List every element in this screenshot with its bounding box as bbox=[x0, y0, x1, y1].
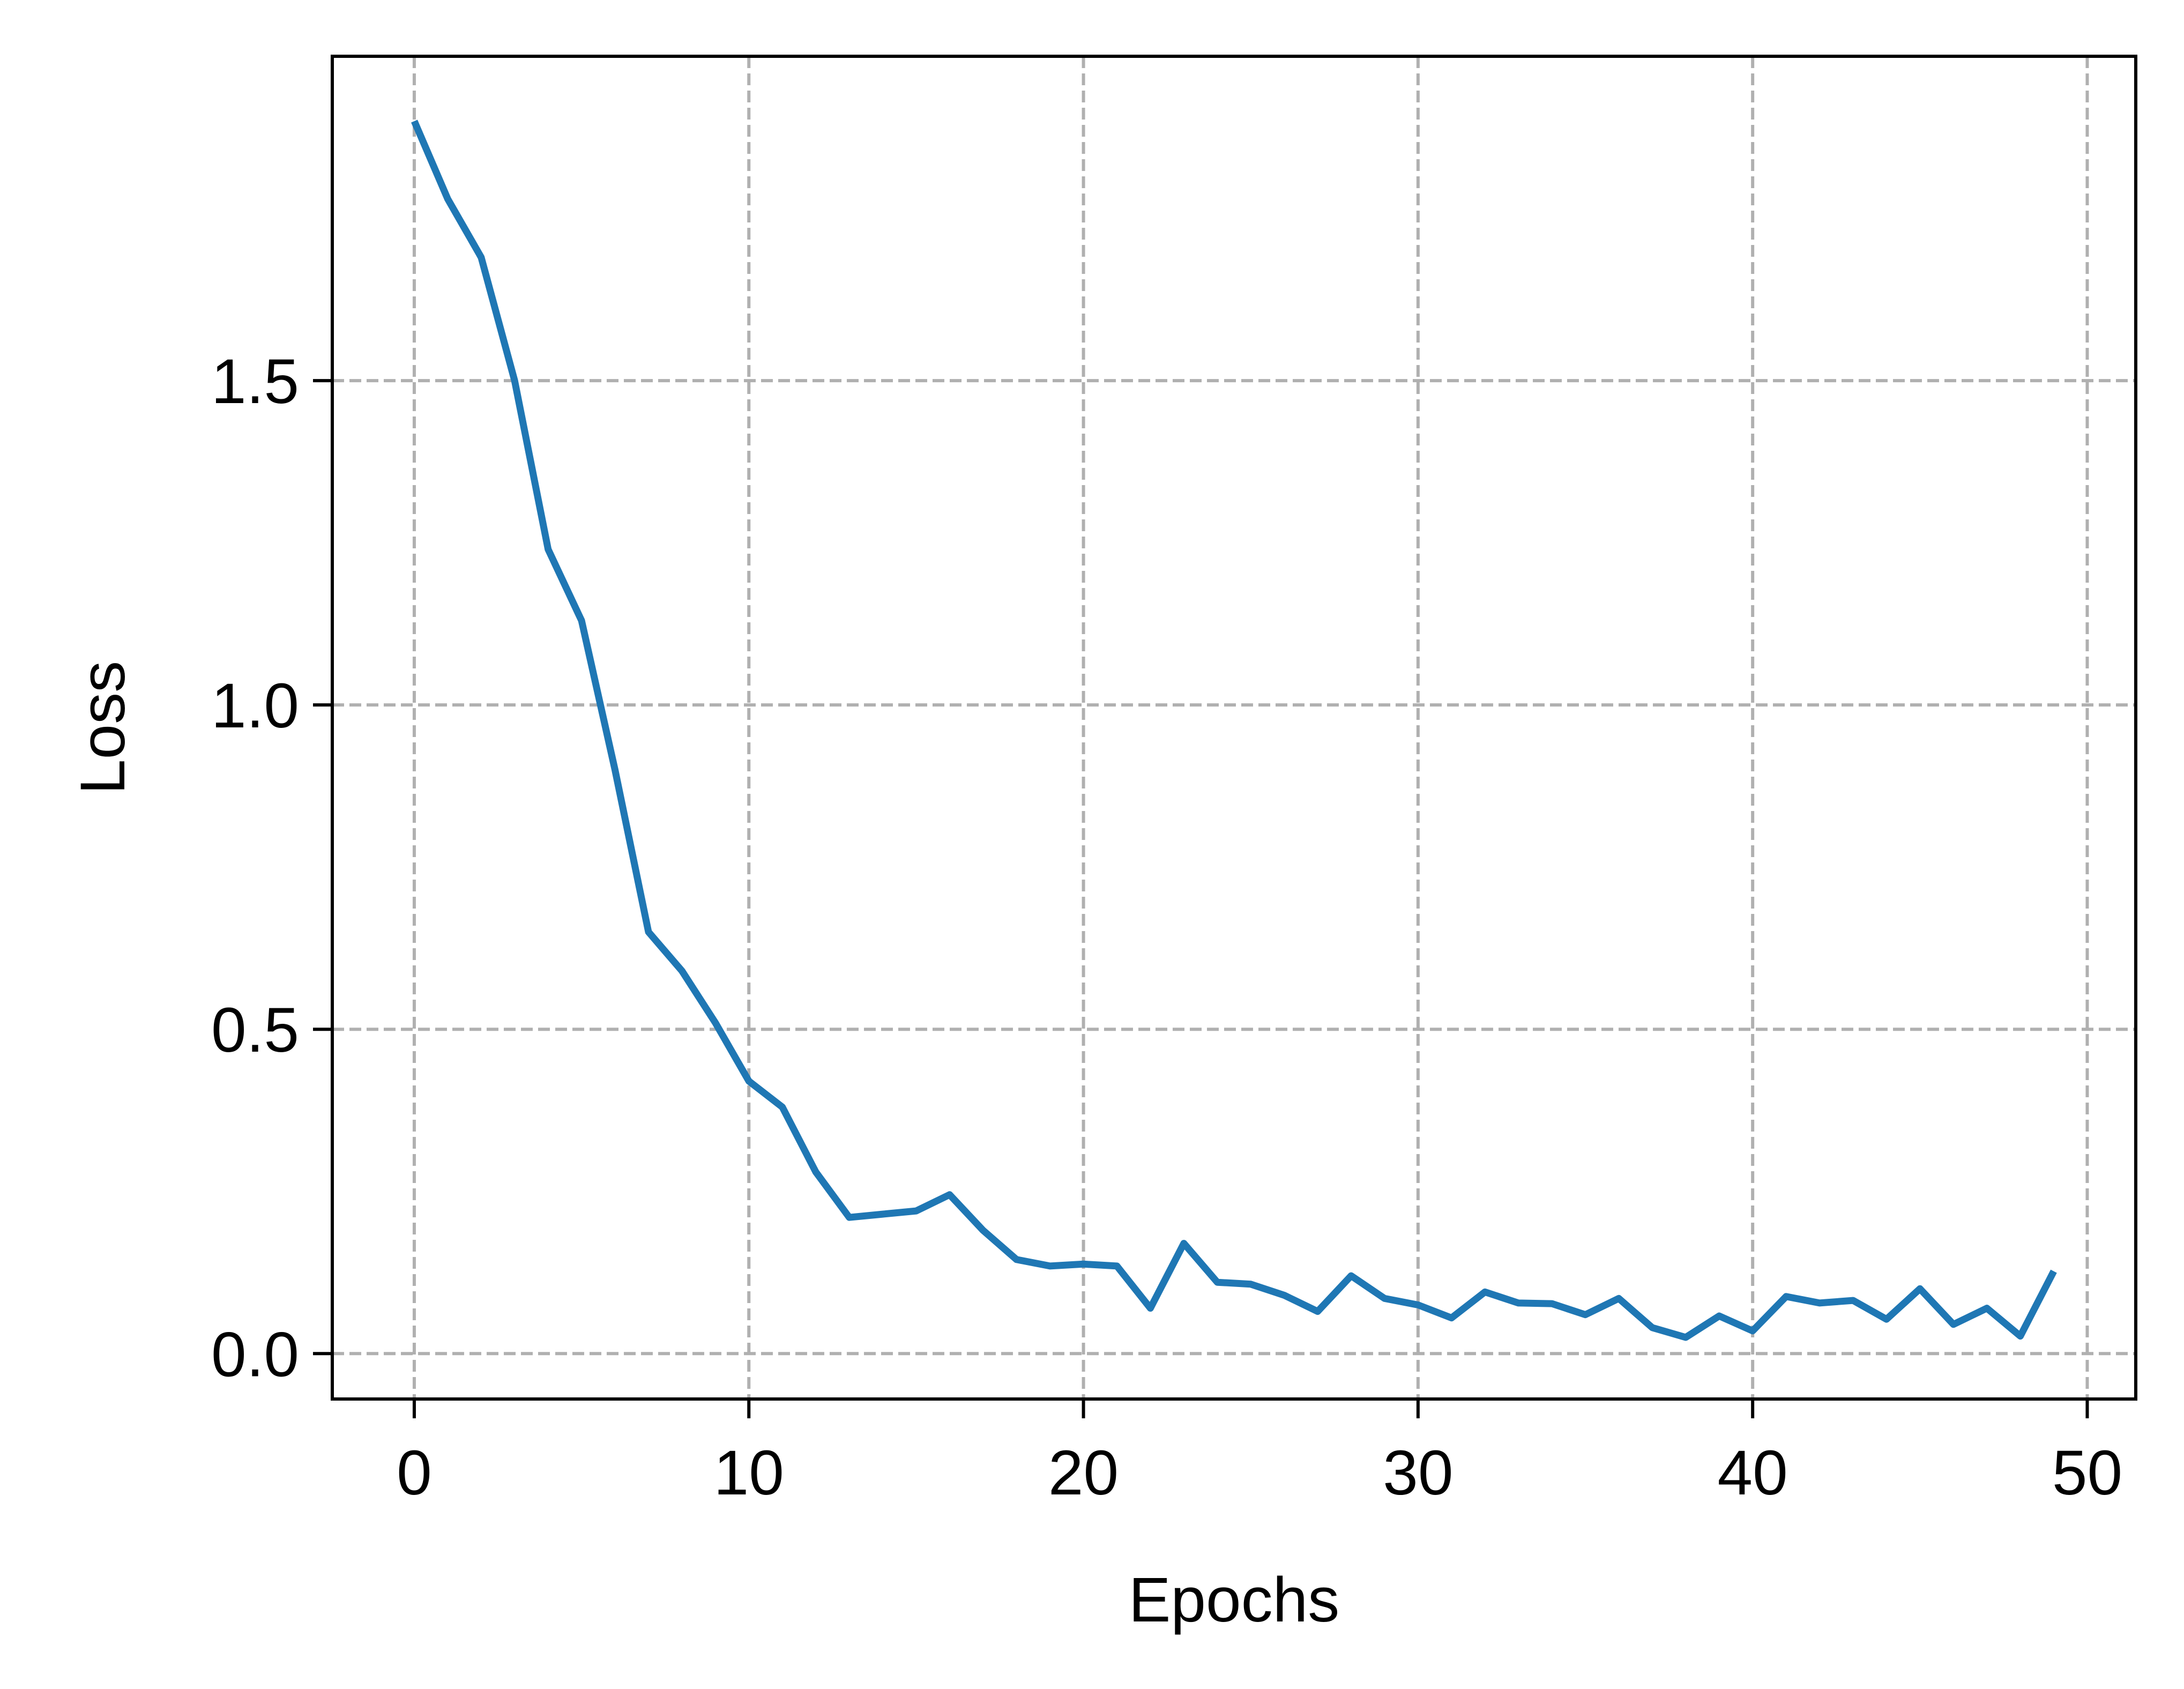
y-tick-label: 0.0 bbox=[211, 1319, 299, 1390]
x-tick-label: 0 bbox=[397, 1438, 432, 1508]
x-tick-label: 30 bbox=[1383, 1438, 1453, 1508]
y-axis-label: Loss bbox=[68, 661, 138, 794]
x-tick-label: 20 bbox=[1048, 1438, 1119, 1508]
series-layer bbox=[411, 120, 2057, 1341]
loss-series-line bbox=[411, 120, 2057, 1341]
x-tick-label: 10 bbox=[714, 1438, 784, 1508]
y-tick-label: 1.0 bbox=[211, 671, 299, 741]
y-tick-label: 1.5 bbox=[211, 346, 299, 417]
y-tick-label: 0.5 bbox=[211, 995, 299, 1066]
plot-frame bbox=[331, 55, 2137, 1401]
x-tick-label: 50 bbox=[2052, 1438, 2122, 1508]
grid-lines bbox=[332, 56, 2136, 1399]
x-tick-label: 40 bbox=[1718, 1438, 1788, 1508]
axis-ticks: 0 10 20 30 40 50 0.0 0.5 1.0 1.5 bbox=[211, 346, 2122, 1508]
x-axis-label: Epochs bbox=[1129, 1565, 1340, 1635]
